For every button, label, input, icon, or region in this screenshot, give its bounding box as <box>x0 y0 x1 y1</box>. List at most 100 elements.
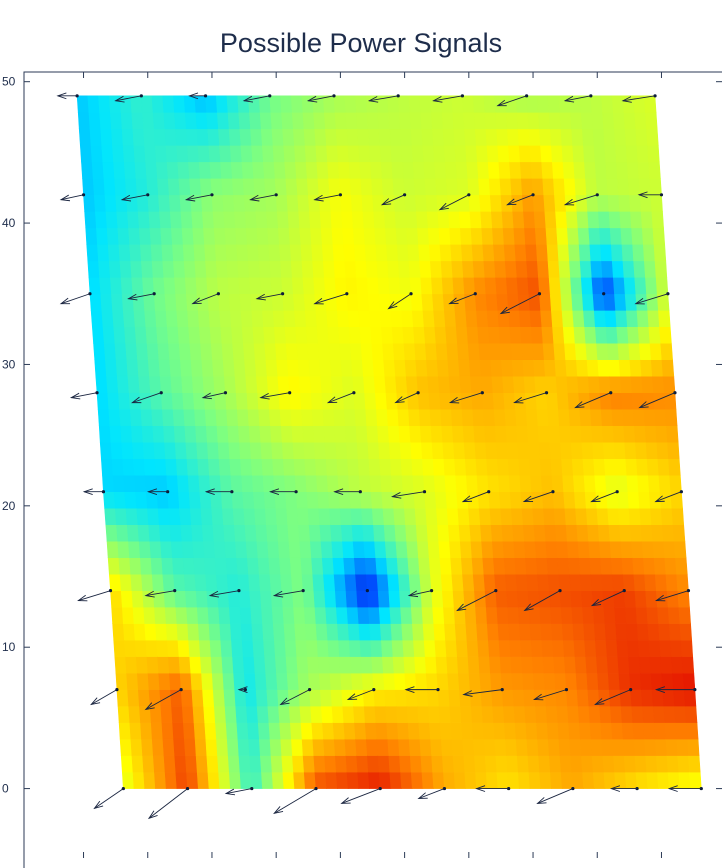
heatmap-cell <box>611 573 625 592</box>
heatmap-cell <box>498 474 511 493</box>
heatmap-cell <box>541 491 555 509</box>
heatmap-cell <box>132 606 146 624</box>
heatmap-cell <box>473 112 487 130</box>
heatmap-cell <box>560 128 573 146</box>
heatmap-cell <box>572 309 585 328</box>
heatmap-cell <box>371 178 384 196</box>
vector-arrow <box>574 391 613 409</box>
heatmap-cell <box>112 145 125 163</box>
vector-head <box>506 198 517 206</box>
vector-head <box>496 99 507 107</box>
heatmap-cell <box>386 408 400 427</box>
heatmap-cell <box>572 623 585 641</box>
heatmap-cell <box>274 178 288 196</box>
heatmap-cell <box>338 639 351 657</box>
heatmap-cell <box>79 145 93 163</box>
heatmap-cell <box>225 392 238 410</box>
heatmap-cell <box>626 623 639 641</box>
heatmap-cell <box>647 145 660 163</box>
heatmap-cell <box>167 491 180 509</box>
heatmap-cell <box>409 755 423 773</box>
heatmap-cell <box>475 606 488 624</box>
heatmap-cell <box>571 458 585 476</box>
heatmap-cell <box>157 656 170 674</box>
heatmap-cell <box>611 260 625 278</box>
heatmap-cell <box>236 244 249 262</box>
heatmap-cell <box>545 540 559 559</box>
heatmap-cell <box>346 606 360 624</box>
heatmap-cell <box>477 326 490 344</box>
heatmap-cell <box>303 606 317 624</box>
heatmap-cell <box>476 623 489 641</box>
heatmap-cell <box>646 606 659 624</box>
heatmap-cell <box>399 441 413 460</box>
heatmap-cell <box>128 540 141 559</box>
heatmap-cell <box>186 771 199 789</box>
heatmap-cell <box>675 722 688 740</box>
heatmap-cell <box>505 738 518 756</box>
heatmap-cell <box>573 639 587 657</box>
heatmap-cell <box>306 326 319 344</box>
heatmap-cell <box>493 408 507 427</box>
heatmap-cell <box>148 524 161 542</box>
heatmap-cell <box>297 359 311 377</box>
heatmap-cell <box>547 408 560 427</box>
heatmap-cell <box>457 342 470 361</box>
heatmap-cell <box>266 211 279 229</box>
heatmap-cell <box>132 771 146 789</box>
heatmap-cell <box>466 491 480 509</box>
heatmap-cell <box>420 755 433 773</box>
heatmap-cell <box>207 293 220 311</box>
heatmap-cell <box>574 491 587 509</box>
heatmap-cell <box>334 276 348 295</box>
vector-head <box>532 693 544 701</box>
heatmap-cell <box>177 639 191 657</box>
heatmap-cell <box>154 606 167 624</box>
heatmap-cell <box>560 293 574 311</box>
heatmap-cell <box>292 128 306 146</box>
heatmap-cell <box>332 557 346 575</box>
heatmap-cell <box>219 474 233 493</box>
heatmap-cell <box>488 491 501 509</box>
heatmap-cell <box>583 474 597 493</box>
heatmap-cell <box>451 738 465 756</box>
heatmap-cell <box>207 128 220 146</box>
heatmap-cell <box>261 145 275 163</box>
heatmap-cell <box>289 722 303 740</box>
heatmap-cell <box>116 689 130 707</box>
vector-head <box>77 594 88 602</box>
vector-head <box>404 686 415 693</box>
heatmap-cell <box>427 375 440 394</box>
heatmap-cell <box>185 755 198 773</box>
heatmap-cell <box>183 408 196 427</box>
heatmap-cell <box>175 606 188 624</box>
heatmap-cell <box>529 458 542 476</box>
heatmap-cell <box>302 112 316 130</box>
heatmap-cell <box>505 425 518 443</box>
heatmap-cell <box>579 95 593 113</box>
vector-head <box>461 495 473 503</box>
heatmap-cell <box>213 227 227 245</box>
heatmap-cell <box>155 623 168 641</box>
heatmap-cell <box>467 342 481 361</box>
heatmap-cell <box>346 293 360 311</box>
heatmap-cell <box>202 689 215 707</box>
heatmap-cell <box>477 161 490 179</box>
heatmap-cell <box>648 326 662 344</box>
heatmap-cell <box>346 128 359 146</box>
heatmap-cell <box>104 507 117 526</box>
heatmap-cell <box>240 309 254 328</box>
heatmap-cell <box>322 722 335 740</box>
heatmap-cell <box>635 128 648 146</box>
heatmap-cell <box>495 112 508 130</box>
heatmap-cell <box>102 474 115 493</box>
heatmap-cell <box>581 441 594 460</box>
heatmap-cell <box>324 755 337 773</box>
heatmap-cell <box>521 342 534 361</box>
heatmap-cell <box>640 211 654 229</box>
heatmap-cell <box>109 425 122 443</box>
heatmap-cell <box>654 260 668 278</box>
heatmap-cell <box>561 623 575 641</box>
heatmap-cell <box>566 540 580 559</box>
heatmap-cell <box>423 161 436 179</box>
